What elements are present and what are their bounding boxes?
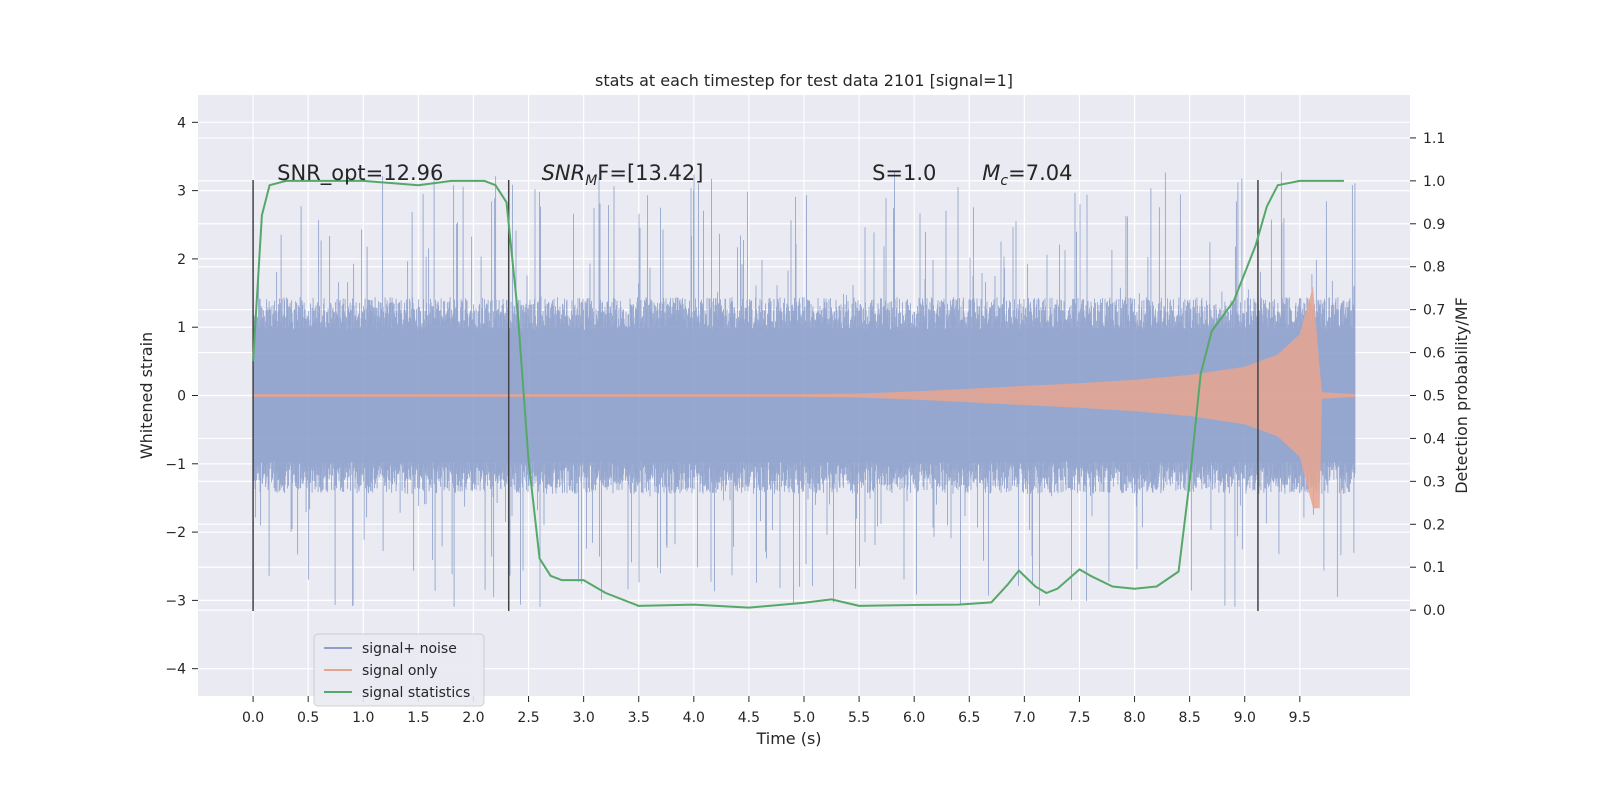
y2-tick-label: 0.5 <box>1423 389 1445 405</box>
y-tick-label: 1 <box>177 320 186 336</box>
x-tick-label: 6.5 <box>958 710 980 726</box>
y-tick-label: 4 <box>177 115 186 131</box>
legend-label: signal statistics <box>362 685 470 701</box>
annotation-label: SNRMF=[13.42] <box>542 161 704 189</box>
x-tick-label: 9.0 <box>1234 710 1256 726</box>
y2-tick-label: 0.0 <box>1423 603 1445 619</box>
vertical-markers <box>252 180 1259 611</box>
y2-tick-label: 0.7 <box>1423 303 1445 319</box>
y2-axis-ticks: 1.1 1.0 0.9 0.8 0.7 0.6 0.5 0.4 0.3 0.2 0.1 0.0 <box>1410 131 1445 619</box>
x-tick-label: 4.0 <box>683 710 705 726</box>
legend-label: signal only <box>362 663 437 679</box>
legend: signal+ noise signal only signal statistic… <box>313 633 485 707</box>
x-tick-label: 1.5 <box>407 710 429 726</box>
x-tick-label: 1.0 <box>352 710 374 726</box>
annotation-label: Mc=7.04 <box>982 161 1072 189</box>
x-tick-label: 6.0 <box>903 710 925 726</box>
y-tick-label: 0 <box>177 389 186 405</box>
y-axis-ticks: 4 3 2 1 0 −1 −2 −3 −4 <box>165 115 198 678</box>
x-tick-label: 9.5 <box>1289 710 1311 726</box>
y-axis-label: Whitened strain <box>137 332 156 459</box>
y-tick-label: −2 <box>165 525 186 541</box>
x-tick-label: 5.0 <box>793 710 815 726</box>
y2-tick-label: 0.9 <box>1423 217 1445 233</box>
annotation-label: S=1.0 <box>872 161 936 185</box>
y2-tick-label: 0.6 <box>1423 346 1445 362</box>
x-tick-label: 0.0 <box>242 710 264 726</box>
legend-label: signal+ noise <box>362 641 457 657</box>
y-tick-label: 2 <box>177 252 186 268</box>
signal-only-series <box>253 286 1355 509</box>
chart-title: stats at each timestep for test data 210… <box>595 71 1013 90</box>
y-tick-label: −1 <box>165 457 186 473</box>
y2-tick-label: 0.8 <box>1423 260 1445 276</box>
x-tick-label: 8.5 <box>1179 710 1201 726</box>
x-tick-label: 2.5 <box>517 710 539 726</box>
x-tick-label: 7.5 <box>1068 710 1090 726</box>
signal-statistics-line <box>252 179 1344 609</box>
y2-tick-label: 0.3 <box>1423 474 1445 490</box>
y2-tick-label: 1.1 <box>1423 131 1445 147</box>
x-tick-label: 0.5 <box>297 710 319 726</box>
y-tick-label: −4 <box>165 662 186 678</box>
annotations: SNR_opt=12.96 SNRMF=[13.42] S=1.0 Mc=7.04 <box>277 161 1072 189</box>
y2-tick-label: 1.0 <box>1423 174 1445 190</box>
annotation-label: SNR_opt=12.96 <box>277 161 443 186</box>
y2-axis-label: Detection probability/MF <box>1452 297 1471 494</box>
signal-only-trace <box>253 286 1355 509</box>
x-tick-label: 3.5 <box>628 710 650 726</box>
y2-tick-label: 0.4 <box>1423 431 1445 447</box>
x-tick-label: 4.5 <box>738 710 760 726</box>
signal-statistics-series <box>252 179 1344 609</box>
x-tick-label: 7.0 <box>1013 710 1035 726</box>
y-tick-label: 3 <box>177 184 186 200</box>
y-tick-label: −3 <box>165 593 186 609</box>
x-tick-label: 5.5 <box>848 710 870 726</box>
x-tick-label: 3.0 <box>573 710 595 726</box>
y2-tick-label: 0.1 <box>1423 560 1445 576</box>
x-axis-label: Time (s) <box>755 729 821 748</box>
x-axis-ticks: 0.0 0.5 1.0 1.5 2.0 2.5 3.0 3.5 4.0 4.5 5.0 5.5 6.0 6… <box>242 696 1311 726</box>
x-tick-label: 2.0 <box>462 710 484 726</box>
legend-box <box>313 633 485 707</box>
y2-tick-label: 0.2 <box>1423 517 1445 533</box>
x-tick-label: 8.0 <box>1123 710 1145 726</box>
